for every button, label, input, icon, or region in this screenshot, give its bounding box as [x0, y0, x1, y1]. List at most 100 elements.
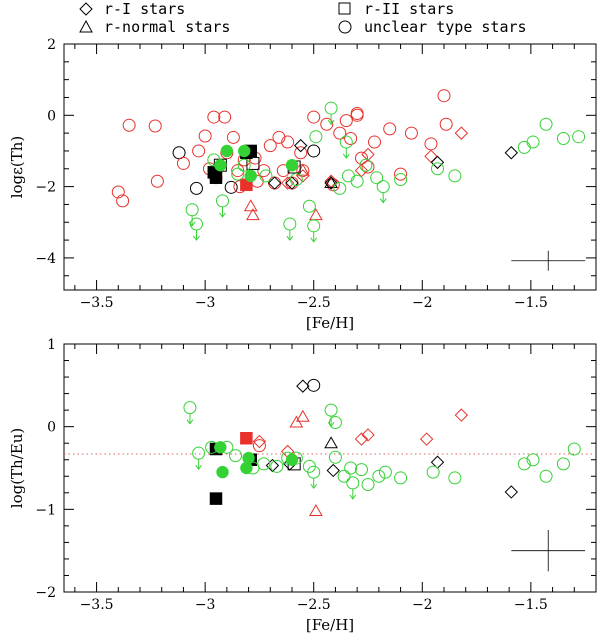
data-point-circle [224, 180, 238, 194]
data-point-square [240, 431, 253, 445]
data-point-circle [341, 169, 355, 183]
data-point-circle [309, 130, 323, 144]
data-point-circle [216, 465, 229, 479]
data-point-circle [350, 174, 364, 188]
data-point-circle [148, 119, 162, 133]
legend-entry-unclear: unclear type stars [338, 18, 527, 36]
x-tick-label: −1.5 [514, 295, 548, 311]
data-point-diamond [326, 463, 340, 478]
data-point-circle [216, 194, 230, 208]
data-point-circle [229, 449, 243, 463]
upper-limit-arrowhead [349, 494, 357, 500]
upper-limit-arrowhead [327, 119, 335, 126]
data-point-square [209, 492, 223, 505]
data-point-circle [333, 126, 347, 140]
data-point-circle [231, 164, 245, 178]
data-point-circle [185, 203, 199, 217]
data-point-circle [448, 471, 462, 485]
data-point-circle [337, 469, 351, 483]
data-point-triangle [309, 503, 323, 516]
data-point-triangle [324, 436, 338, 449]
data-point-circle [122, 118, 136, 132]
data-point-circle [252, 439, 266, 453]
legend-label-r-normal: r-normal stars [104, 18, 230, 36]
data-point-circle [517, 140, 531, 154]
data-point-circle [339, 114, 353, 128]
data-point-diamond [419, 432, 434, 446]
data-point-diamond [280, 176, 295, 190]
data-point-circle [526, 453, 540, 467]
data-point-circle [198, 129, 212, 143]
y-tick-label: 0 [47, 420, 56, 436]
data-point-circle [378, 465, 392, 479]
data-point-circle [307, 144, 321, 158]
x-tick-label: −1.5 [514, 597, 548, 613]
data-point-circle [220, 440, 234, 454]
data-point-circle [333, 181, 347, 195]
data-point-circle [214, 158, 227, 172]
data-point-diamond [267, 176, 282, 190]
data-point-circle [307, 110, 321, 124]
upper-limit-arrowhead [193, 235, 200, 241]
data-point-circle [539, 117, 553, 131]
data-point-circle [207, 153, 221, 167]
legend-label-r-ii: r-II stars [364, 0, 454, 18]
x-tick-label: −3.5 [80, 295, 114, 311]
data-point-square [209, 171, 223, 184]
data-point-diamond [430, 155, 445, 170]
data-point-circle [370, 171, 384, 185]
data-point-circle [111, 185, 125, 199]
data-point-circle [556, 131, 570, 145]
upper-limit-arrowhead [286, 235, 294, 241]
data-point-circle [289, 451, 303, 465]
data-point-circle [272, 130, 286, 144]
y-tick-label: −2 [35, 180, 56, 196]
data-point-circle [257, 164, 271, 178]
x-tick-label: −3 [195, 295, 216, 311]
data-point-circle [572, 130, 586, 144]
upper-limit-arrowhead [195, 464, 203, 470]
data-point-circle [372, 469, 386, 483]
data-point-circle [359, 158, 373, 172]
data-point-circle [394, 471, 408, 485]
data-point-diamond [504, 485, 519, 499]
data-point-circle [270, 459, 284, 473]
data-point-circle [220, 144, 234, 158]
x-tick-label: −3 [195, 597, 216, 613]
y-tick-label: −2 [35, 585, 56, 601]
data-point-triangle [243, 199, 258, 212]
data-point-circle [283, 217, 297, 231]
y-tick-label: 1 [47, 337, 56, 353]
data-point-circle [294, 146, 308, 160]
data-point-circle [368, 135, 382, 149]
data-point-circle [307, 219, 321, 233]
data-point-circle [257, 457, 271, 471]
y-axis-title: logε(Th) [8, 136, 26, 199]
panel-bottom-th-eu-ratio: −3.5 −3 −2.5 −2 −1.5 −2 −1 0 1 [Fe/H] log(Th/Eu) [8, 337, 597, 634]
data-point-circle [231, 167, 245, 181]
data-point-circle [404, 126, 418, 140]
panel-top-th-abundance: −3.5 −3 −2.5 −2 −1.5 −4 −2 0 2 [Fe/H] logε(Th) [8, 37, 597, 332]
y-tick-label: 2 [47, 37, 56, 53]
data-point-triangle [295, 409, 310, 422]
data-point-circle [328, 416, 342, 430]
data-point-diamond [424, 149, 438, 164]
data-point-triangle [309, 208, 323, 221]
upper-limit-arrowhead [310, 483, 318, 489]
data-point-circle [281, 135, 295, 149]
upper-limit-arrowhead [310, 237, 318, 243]
data-point-circle [539, 469, 553, 483]
data-point-diamond [296, 379, 310, 393]
data-point-circle [207, 110, 221, 124]
data-point-circle [424, 137, 438, 151]
data-point-diamond [285, 176, 299, 190]
data-point-circle [192, 144, 206, 158]
data-point-circle [437, 89, 451, 103]
legend: r-I stars r-II stars r-normal stars uncl… [79, 0, 527, 36]
data-point-circle [394, 167, 408, 181]
upper-limit-arrowhead [186, 419, 194, 425]
data-point-circle [567, 442, 581, 456]
data-point-circle [237, 158, 251, 172]
legend-label-unclear: unclear type stars [364, 18, 527, 36]
